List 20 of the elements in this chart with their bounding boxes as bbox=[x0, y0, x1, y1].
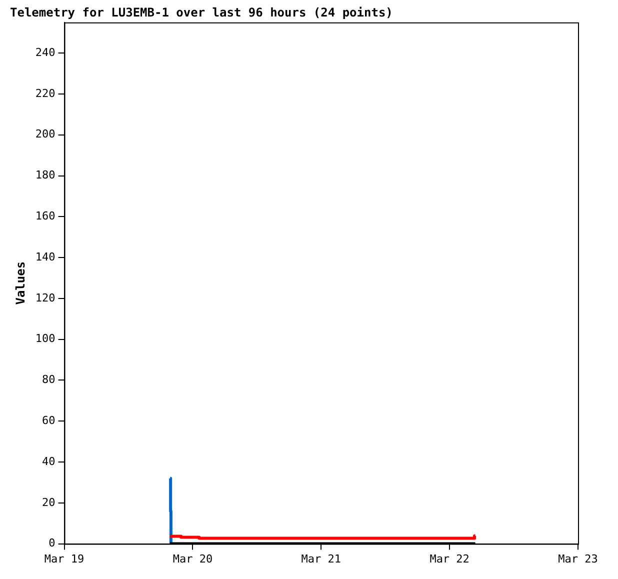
y-tick-label: 80 bbox=[42, 373, 56, 386]
y-tick-label: 120 bbox=[35, 291, 56, 304]
y-tick-label: 100 bbox=[35, 332, 56, 346]
x-tick-label: Mar 20 bbox=[172, 552, 213, 566]
y-axis-title: Values bbox=[13, 261, 28, 305]
y-tick-label: 140 bbox=[35, 250, 56, 264]
y-tick-label: 160 bbox=[35, 210, 56, 223]
y-tick-label: 40 bbox=[42, 454, 56, 468]
y-tick-label: 240 bbox=[35, 46, 56, 59]
y-tick-label: 200 bbox=[35, 128, 56, 141]
chart-title: Telemetry for LU3EMB-1 over last 96 hours (24 points) bbox=[10, 5, 393, 20]
x-tick-label: Mar 23 bbox=[558, 552, 598, 566]
x-tick-label: Mar 22 bbox=[430, 552, 470, 566]
x-tick-label: Mar 19 bbox=[44, 552, 84, 566]
y-tick-label: 0 bbox=[48, 536, 56, 550]
y-tick-label: 20 bbox=[42, 496, 56, 509]
x-tick-label: Mar 21 bbox=[301, 552, 342, 566]
y-tick-label: 180 bbox=[35, 168, 56, 182]
y-tick-label: 220 bbox=[35, 86, 56, 100]
y-tick-label: 60 bbox=[42, 414, 56, 427]
